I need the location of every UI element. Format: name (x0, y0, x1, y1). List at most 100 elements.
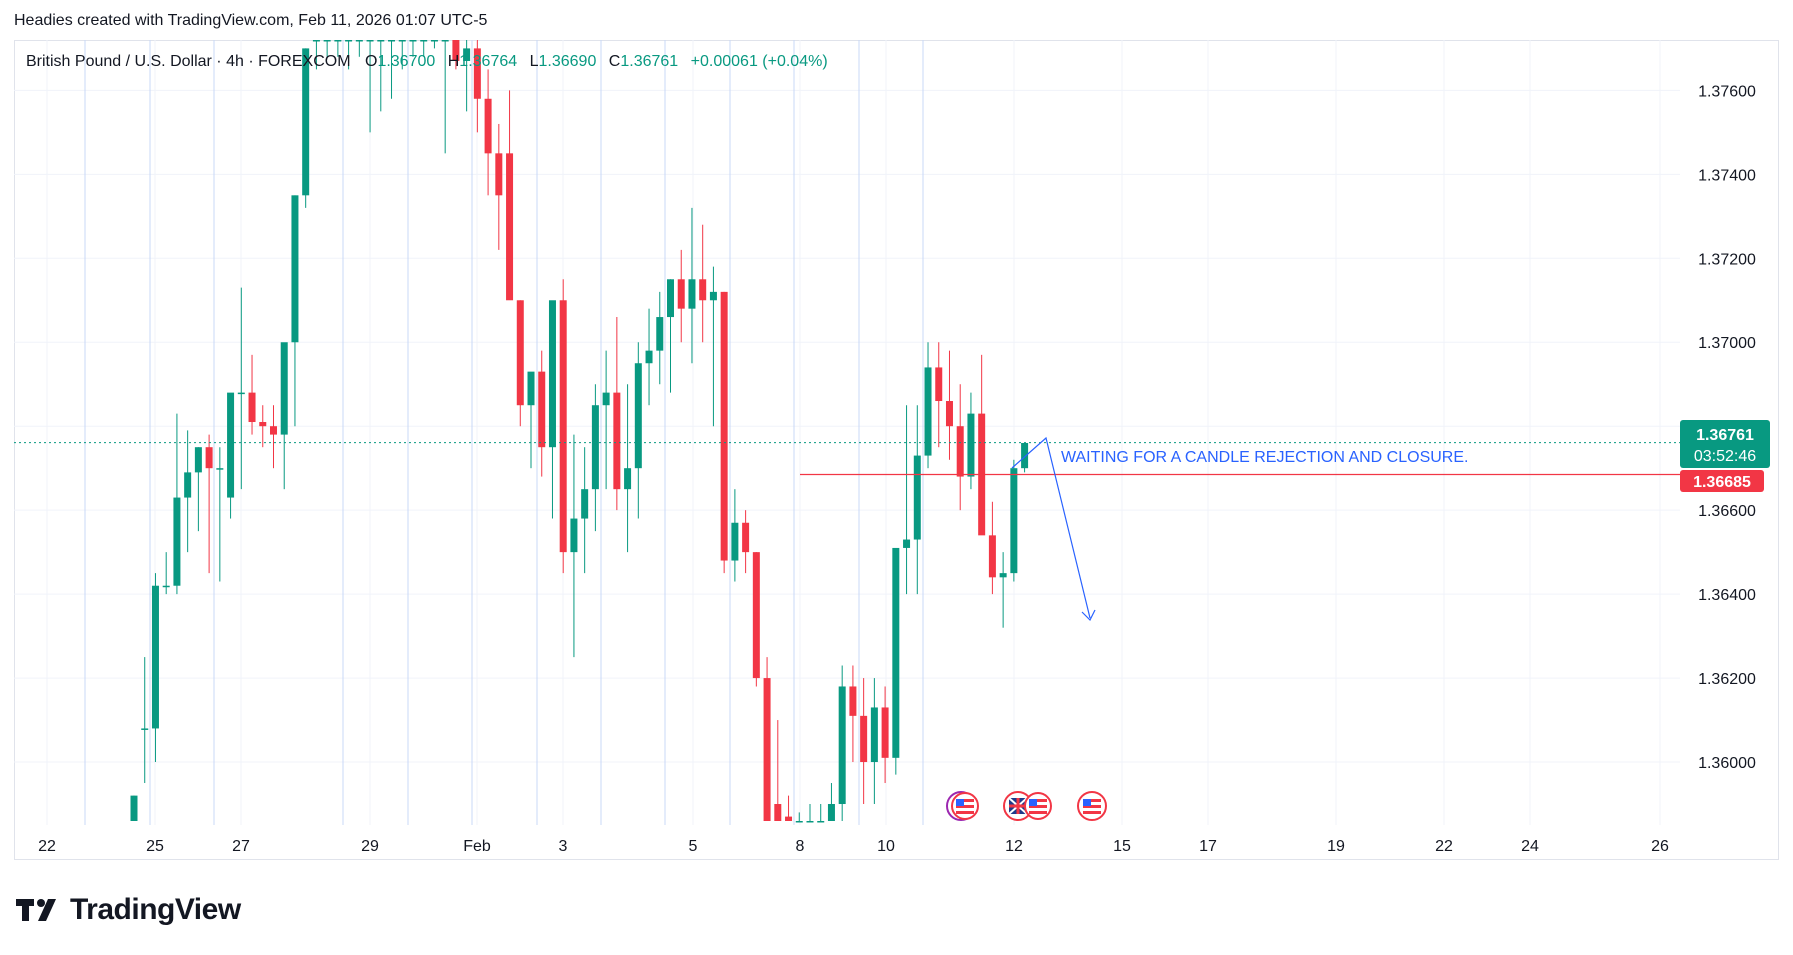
candle[interactable] (355, 40, 363, 57)
candle[interactable] (506, 90, 514, 301)
candle[interactable] (720, 291, 728, 574)
candle[interactable] (945, 350, 953, 460)
candle[interactable] (538, 350, 546, 477)
candles-layer (130, 40, 1029, 823)
candle[interactable] (130, 795, 138, 821)
candle[interactable] (184, 430, 192, 553)
candle[interactable] (409, 40, 417, 57)
candle[interactable] (473, 40, 481, 133)
candle[interactable] (602, 350, 610, 490)
footer-logo[interactable]: TradingView (16, 893, 241, 927)
candle[interactable] (280, 342, 288, 490)
candle[interactable] (345, 40, 353, 70)
us-flag-icon[interactable] (1077, 791, 1107, 821)
candle[interactable] (570, 434, 578, 658)
candle[interactable] (881, 686, 889, 784)
candle[interactable] (913, 405, 921, 595)
candle[interactable] (559, 279, 567, 574)
candle[interactable] (988, 501, 996, 595)
candle-body (334, 40, 342, 42)
candle[interactable] (205, 434, 213, 574)
candle[interactable] (398, 40, 406, 70)
candle-body (463, 48, 471, 61)
chart-frame[interactable] (14, 40, 1779, 860)
candle[interactable] (495, 123, 503, 250)
candle[interactable] (388, 40, 396, 99)
candle[interactable] (216, 447, 224, 582)
candle[interactable] (645, 308, 653, 406)
candle[interactable] (795, 812, 803, 823)
candle[interactable] (323, 40, 331, 57)
candle[interactable] (699, 224, 707, 343)
candle-body (827, 804, 835, 821)
candle[interactable] (656, 291, 664, 385)
candle[interactable] (312, 40, 320, 70)
candle[interactable] (430, 40, 438, 49)
us-flag-icon[interactable] (1024, 792, 1052, 820)
candle[interactable] (870, 678, 878, 805)
candle[interactable] (817, 804, 825, 823)
candle[interactable] (903, 405, 911, 595)
candle[interactable] (978, 354, 986, 536)
candle[interactable] (248, 354, 256, 435)
candle[interactable] (999, 552, 1007, 628)
candle[interactable] (1010, 459, 1018, 582)
candle[interactable] (581, 447, 589, 574)
symbol-name[interactable]: British Pound / U.S. Dollar · 4h · FOREX… (26, 53, 351, 70)
candle[interactable] (484, 69, 492, 196)
candle[interactable] (441, 40, 449, 154)
candle[interactable] (227, 392, 235, 519)
candle[interactable] (860, 678, 868, 805)
candle[interactable] (935, 342, 943, 448)
candle[interactable] (366, 40, 374, 133)
candle[interactable] (291, 195, 299, 427)
candle[interactable] (667, 279, 674, 393)
candle-body (237, 392, 245, 395)
candle[interactable] (752, 552, 760, 687)
candle[interactable] (377, 40, 385, 112)
candle[interactable] (892, 547, 900, 775)
candle[interactable] (141, 657, 149, 784)
candle[interactable] (624, 384, 632, 553)
candle[interactable] (613, 317, 621, 511)
candle[interactable] (806, 804, 814, 823)
candle[interactable] (420, 40, 428, 57)
candle[interactable] (731, 489, 739, 582)
candle[interactable] (709, 266, 717, 427)
candle[interactable] (548, 300, 556, 519)
candle[interactable] (302, 48, 310, 208)
y-tick-label: 1.36000 (1698, 755, 1756, 772)
candle[interactable] (527, 371, 535, 469)
annotation-text[interactable]: WAITING FOR A CANDLE REJECTION AND CLOSU… (1061, 449, 1468, 466)
candle[interactable] (774, 720, 782, 821)
candle[interactable] (688, 207, 696, 364)
candle[interactable] (742, 510, 750, 574)
candle[interactable] (162, 552, 170, 595)
candle[interactable] (269, 405, 277, 469)
projection-arrow[interactable] (1011, 436, 1091, 619)
candle[interactable] (194, 447, 202, 532)
candle[interactable] (516, 300, 524, 427)
candle[interactable] (849, 665, 857, 763)
candle-body (699, 279, 707, 301)
candle[interactable] (591, 384, 599, 532)
candle[interactable] (634, 342, 642, 519)
candle[interactable] (463, 40, 471, 112)
candle[interactable] (237, 287, 245, 490)
candle[interactable] (151, 573, 159, 763)
candle[interactable] (827, 783, 835, 821)
candle[interactable] (763, 657, 771, 821)
candle[interactable] (452, 40, 460, 70)
candle[interactable] (785, 795, 793, 821)
candle[interactable] (956, 384, 964, 511)
candle[interactable] (259, 405, 267, 448)
candlestick-chart[interactable]: WAITING FOR A CANDLE REJECTION AND CLOSU… (0, 0, 1793, 870)
candle[interactable] (173, 413, 181, 595)
high-value: 1.36764 (459, 53, 518, 70)
us-flag-icon[interactable] (946, 791, 979, 821)
candle[interactable] (967, 392, 975, 490)
candle[interactable] (334, 40, 342, 57)
candle[interactable] (838, 665, 846, 821)
candle[interactable] (677, 249, 685, 343)
candle[interactable] (924, 342, 932, 469)
